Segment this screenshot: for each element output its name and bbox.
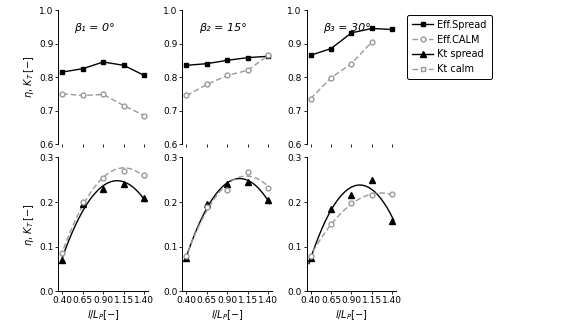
- Y-axis label: $\eta,\, K_T\, [-]$: $\eta,\, K_T\, [-]$: [22, 56, 36, 98]
- Text: β₂ = 15°: β₂ = 15°: [199, 23, 247, 34]
- Text: β₁ = 0°: β₁ = 0°: [75, 23, 115, 34]
- Y-axis label: $\eta,\, K_T\, [-]$: $\eta,\, K_T\, [-]$: [22, 203, 36, 246]
- X-axis label: $l/L_P[-]$: $l/L_P[-]$: [87, 308, 120, 322]
- Text: β₃ = 30°: β₃ = 30°: [323, 23, 371, 34]
- X-axis label: $l/L_P[-]$: $l/L_P[-]$: [211, 308, 244, 322]
- X-axis label: $l/L_P[-]$: $l/L_P[-]$: [335, 308, 368, 322]
- Legend: Eff.Spread, Eff.CALM, Kt spread, Kt calm: Eff.Spread, Eff.CALM, Kt spread, Kt calm: [407, 15, 491, 79]
